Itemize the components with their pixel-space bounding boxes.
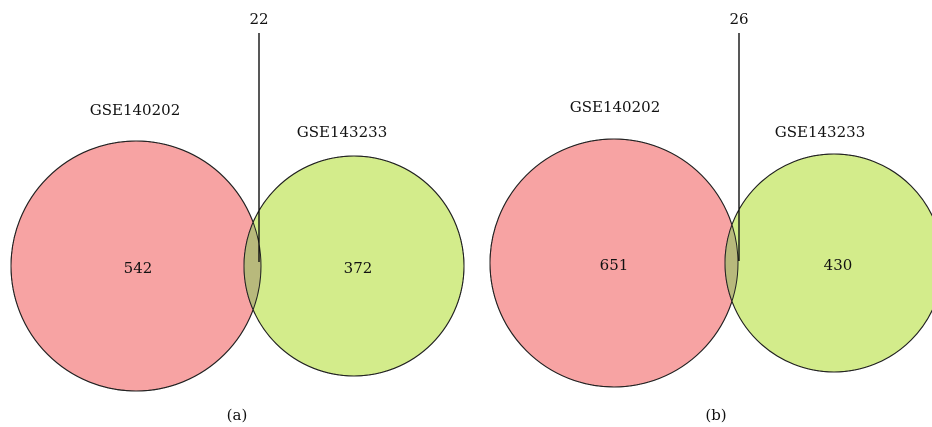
venn-panel-b: 26 GSE140202 GSE143233 651 430 (b): [489, 10, 932, 424]
set-a-name: GSE140202: [570, 98, 660, 116]
set-b-border: [243, 155, 465, 377]
set-a-border: [489, 138, 739, 388]
set-b-count: 430: [824, 256, 853, 274]
set-a-count: 542: [124, 259, 153, 277]
venn-panel-a: 22 GSE140202 GSE143233 542 372 (a): [10, 10, 465, 424]
overlap-count: 22: [249, 10, 268, 28]
set-b-name: GSE143233: [775, 123, 865, 141]
set-a-border: [10, 140, 262, 392]
set-b-name: GSE143233: [297, 123, 387, 141]
panel-label: (a): [227, 406, 248, 424]
set-b-border: [724, 153, 932, 373]
panel-label: (b): [705, 406, 726, 424]
overlap-count: 26: [729, 10, 748, 28]
set-a-name: GSE140202: [90, 101, 180, 119]
set-b-count: 372: [344, 259, 373, 277]
set-a-count: 651: [600, 256, 629, 274]
